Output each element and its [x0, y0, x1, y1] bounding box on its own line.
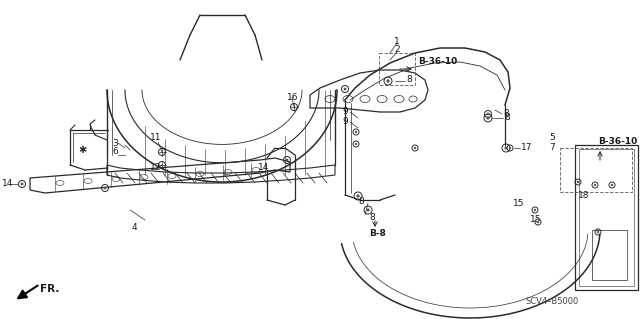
Circle shape — [486, 116, 490, 120]
Text: 16: 16 — [287, 93, 298, 101]
Circle shape — [537, 221, 540, 223]
Text: 15: 15 — [513, 199, 525, 209]
Text: 14: 14 — [2, 180, 13, 189]
Text: 8: 8 — [369, 213, 375, 222]
Text: 11: 11 — [150, 132, 161, 142]
Circle shape — [104, 187, 106, 189]
Text: 8: 8 — [406, 76, 412, 85]
Circle shape — [577, 181, 579, 183]
Circle shape — [414, 147, 416, 149]
Circle shape — [611, 184, 613, 186]
Text: 8: 8 — [503, 108, 509, 117]
Text: 7: 7 — [549, 143, 555, 152]
Circle shape — [504, 146, 508, 150]
Text: 8: 8 — [358, 197, 364, 206]
Bar — [379, 53, 415, 85]
Bar — [560, 148, 632, 192]
Text: 1: 1 — [394, 36, 400, 46]
Text: 18: 18 — [578, 191, 589, 201]
Circle shape — [534, 209, 536, 211]
Circle shape — [355, 131, 357, 133]
Text: 9: 9 — [342, 117, 348, 127]
Text: FR.: FR. — [40, 284, 60, 294]
Circle shape — [356, 194, 360, 197]
Text: B-8: B-8 — [369, 229, 386, 239]
Bar — [579, 149, 634, 286]
Text: ✱: ✱ — [78, 145, 86, 155]
Circle shape — [509, 147, 511, 149]
Text: 14: 14 — [258, 164, 269, 173]
Text: 5: 5 — [549, 132, 555, 142]
Circle shape — [20, 182, 24, 185]
Text: 15: 15 — [530, 216, 541, 225]
Text: B-36-10: B-36-10 — [418, 57, 457, 66]
Text: 17: 17 — [521, 143, 532, 152]
Text: 4: 4 — [132, 224, 138, 233]
Text: 12: 12 — [150, 164, 161, 173]
Text: 8: 8 — [504, 113, 509, 122]
Circle shape — [344, 88, 346, 90]
Text: B-36-10: B-36-10 — [598, 137, 637, 145]
Text: SCV4–B5000: SCV4–B5000 — [525, 298, 579, 307]
Text: 9: 9 — [342, 108, 348, 116]
Circle shape — [486, 113, 490, 115]
Circle shape — [366, 208, 370, 211]
Circle shape — [594, 184, 596, 186]
Circle shape — [387, 79, 390, 83]
Text: 3: 3 — [112, 138, 118, 147]
Circle shape — [596, 231, 599, 233]
Text: 6: 6 — [112, 147, 118, 157]
Circle shape — [355, 143, 357, 145]
Text: 2: 2 — [394, 46, 399, 55]
Circle shape — [285, 159, 289, 161]
